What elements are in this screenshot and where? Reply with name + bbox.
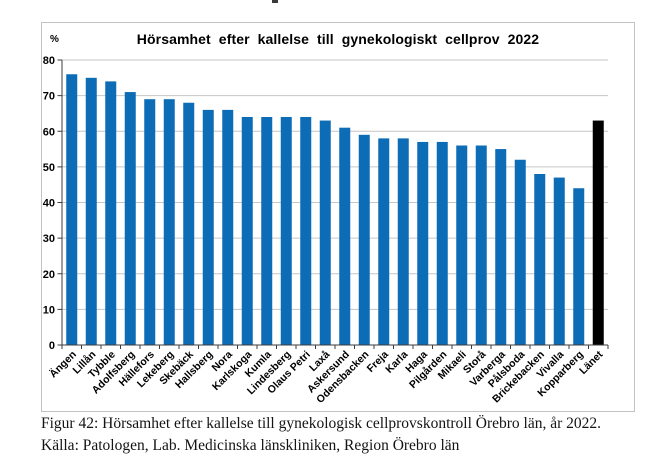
y-tick-label-70: 70 [43, 91, 55, 103]
y-tick-label-60: 60 [43, 126, 55, 138]
figure-caption: Figur 42: Hörsamhet efter kallelse till … [41, 413, 621, 457]
y-tick-label-80: 80 [43, 55, 55, 67]
cropped-text-artifact [272, 0, 278, 3]
chart-title: Hörsamhet efter kallelse till gynekologi… [136, 31, 540, 47]
bar-Brickebacken [534, 174, 546, 345]
bar-Laxå [319, 120, 331, 345]
bar-Länet [592, 120, 604, 345]
chart-frame: Hörsamhet efter kallelse till gynekologi… [41, 22, 635, 412]
chart-plot: 01020304050607080ÄngenLillånTybbleAdolfs… [43, 55, 609, 406]
bar-Olaus Petri [300, 117, 312, 345]
bar-Hallsberg [202, 109, 214, 346]
bar-Hällefors [144, 99, 156, 345]
x-tick-label-Karla: Karla [383, 349, 410, 376]
bar-Kumla [261, 117, 273, 345]
bar-Odensbacken [358, 134, 370, 345]
bar-Pålsboda [514, 159, 526, 345]
y-tick-label-20: 20 [43, 269, 55, 281]
y-tick-label-0: 0 [49, 340, 55, 352]
x-tick-label-Länet: Länet [577, 348, 606, 377]
bar-Lillån [85, 77, 97, 345]
bar-Lekeberg [163, 99, 175, 345]
bar-Lindesberg [280, 117, 292, 345]
bar-Vivalla [553, 177, 565, 345]
figure-caption-line1: Figur 42: Hörsamhet efter kallelse till … [41, 415, 602, 432]
bar-Karla [397, 138, 409, 346]
y-tick-label-40: 40 [43, 198, 55, 210]
y-tick-label-50: 50 [43, 162, 55, 174]
bar-Mikaeli [456, 145, 468, 345]
bar-Adolfsberg [124, 92, 136, 345]
bar-Tybble [105, 81, 117, 346]
bar-Haga [417, 141, 429, 345]
bar-Askersund [339, 127, 351, 345]
bar-Karlskoga [241, 117, 253, 345]
bar-Ängen [66, 74, 78, 345]
bar-Kopparberg [573, 188, 585, 345]
y-tick-label-10: 10 [43, 304, 55, 316]
bar-Pilgården [436, 141, 448, 345]
y-tick-label-30: 30 [43, 233, 55, 245]
figure-caption-line2: Källa: Patologen, Lab. Medicinska länskl… [41, 437, 460, 454]
bar-Freja [378, 138, 390, 346]
bar-Nora [222, 109, 234, 346]
bar-Storå [475, 145, 487, 345]
bar-Varberga [495, 149, 507, 345]
bar-Skebäck [183, 102, 195, 345]
y-axis-unit-label: % [50, 34, 59, 45]
